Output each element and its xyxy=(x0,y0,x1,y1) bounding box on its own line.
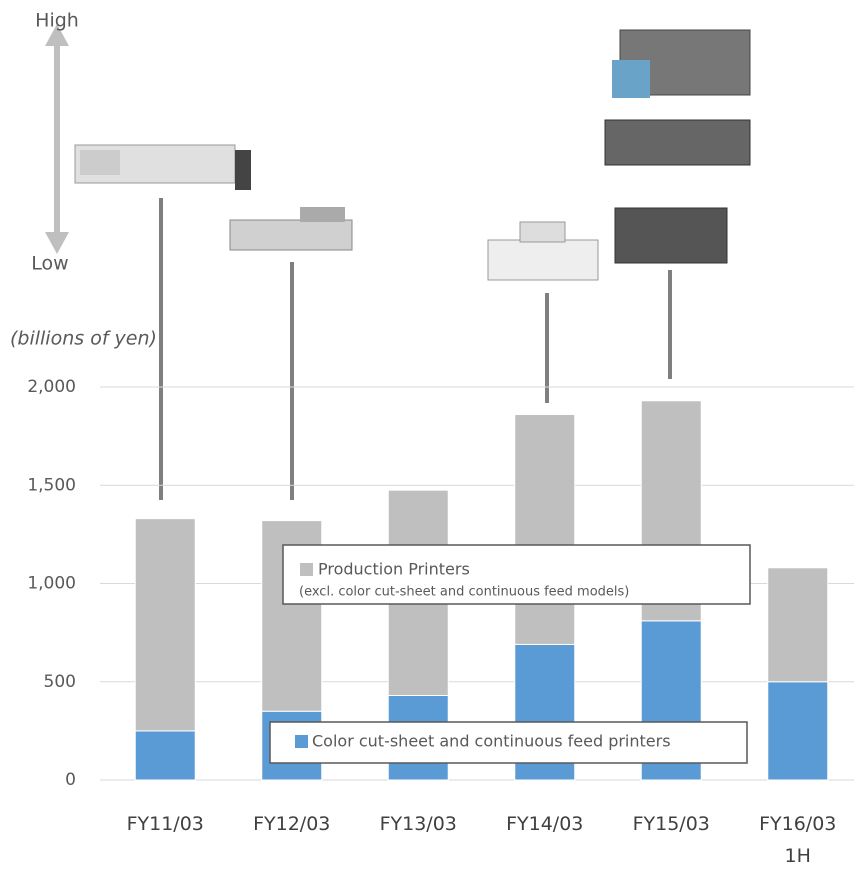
y-tick-label: 0 xyxy=(65,770,76,790)
y-tick-label: 1,500 xyxy=(27,475,76,495)
legend-production: Production Printers (excl. color cut-she… xyxy=(282,544,751,605)
low-label: Low xyxy=(31,253,68,275)
printer-image xyxy=(229,207,353,251)
unit-label: (billions of yen) xyxy=(10,328,157,350)
y-tick-label: 2,000 xyxy=(27,377,76,397)
legend-label: Production Printers xyxy=(318,560,470,579)
printer-image xyxy=(604,29,751,264)
x-tick-label: FY15/03 xyxy=(632,813,710,835)
bar-segment xyxy=(134,518,196,732)
bar-segment xyxy=(767,681,829,781)
printer-image xyxy=(487,221,599,281)
y-tick-label: 1,000 xyxy=(27,574,76,594)
printer-image xyxy=(74,144,251,190)
x-tick-label: FY11/03 xyxy=(126,813,204,835)
bar-segment xyxy=(767,567,829,683)
legend-label: Color cut-sheet and continuous feed prin… xyxy=(312,732,671,751)
legend-note: (excl. color cut-sheet and continuous fe… xyxy=(299,585,629,600)
high-label: High xyxy=(35,10,79,32)
decoration xyxy=(45,24,751,500)
x-tick-label: FY14/03 xyxy=(506,813,584,835)
x-tick-label: FY16/03 1H xyxy=(759,813,837,867)
bar-segment xyxy=(134,730,196,781)
x-tick-label: FY12/03 xyxy=(253,813,331,835)
legend-color: Color cut-sheet and continuous feed prin… xyxy=(269,721,748,764)
x-tick-label: FY13/03 xyxy=(379,813,457,835)
y-tick-label: 500 xyxy=(44,672,76,692)
bar-segment xyxy=(514,414,576,645)
